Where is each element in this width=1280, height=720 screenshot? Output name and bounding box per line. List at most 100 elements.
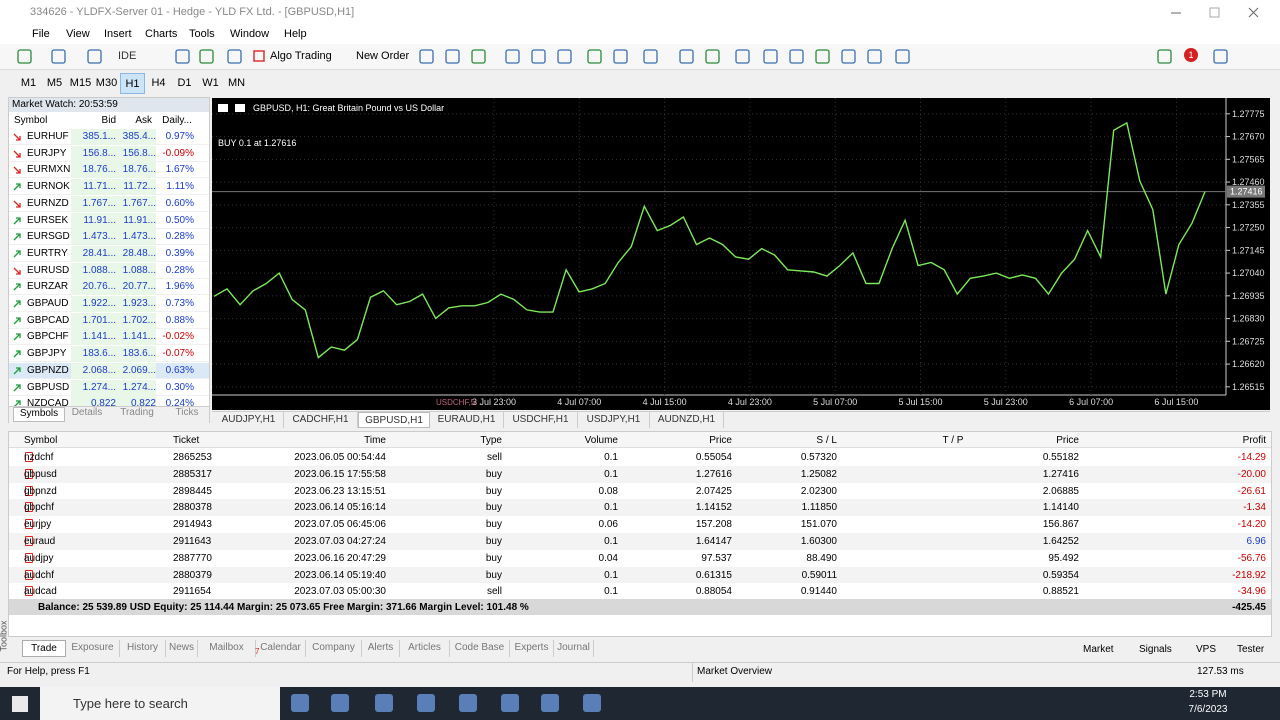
trade-row[interactable] xyxy=(9,549,1271,567)
timeframe-button[interactable]: MN xyxy=(227,77,246,89)
panel-tab[interactable]: Details xyxy=(71,407,103,418)
ask: 1.923... xyxy=(116,296,156,312)
panel-tab[interactable]: Symbols xyxy=(13,407,65,422)
clock-time: 2:53 PM xyxy=(1189,689,1227,700)
status-bar xyxy=(0,662,1280,682)
trend-icon xyxy=(13,283,21,291)
column-header[interactable]: Ask xyxy=(135,115,152,126)
timeframe-button[interactable]: H1 xyxy=(120,73,145,94)
price-label: 1.27565 xyxy=(1232,154,1265,164)
daily-change: 0.97% xyxy=(165,131,194,142)
toolbox-right-tab[interactable]: Signals xyxy=(1139,644,1172,655)
trade-cell: 0.59354 xyxy=(1042,569,1079,581)
search-placeholder[interactable]: Type here to search xyxy=(73,696,188,711)
timeframe-button[interactable]: W1 xyxy=(202,77,219,89)
chart-tab[interactable]: GBPUSD,H1 xyxy=(358,412,430,428)
trade-cell: buy xyxy=(485,569,502,581)
toolbox-tab[interactable]: Calendar xyxy=(256,640,306,657)
trade-cell: sell xyxy=(486,586,502,598)
chart-header: GBPUSD, H1: Great Britain Pound vs US Do… xyxy=(253,103,444,113)
toolbox-tab[interactable]: History xyxy=(120,640,166,657)
toolbox-tab[interactable]: Journal xyxy=(554,640,594,657)
trade-cell: nzdchf xyxy=(24,452,54,463)
bid-label-box xyxy=(1227,185,1265,198)
chart-tab[interactable]: AUDNZD,H1 xyxy=(650,412,724,428)
trade-cell: 0.55182 xyxy=(1042,452,1079,463)
chart-tab[interactable]: CADCHF,H1 xyxy=(284,412,358,428)
toolbox-tab[interactable]: Articles xyxy=(400,640,450,657)
price-label: 1.26830 xyxy=(1232,314,1265,324)
column-header[interactable]: Daily... xyxy=(162,115,192,126)
column-header[interactable]: Symbol xyxy=(14,115,48,126)
timeframe-button[interactable]: M30 xyxy=(95,77,118,89)
trade-cell: 97.537 xyxy=(701,552,732,564)
search-box[interactable] xyxy=(40,687,280,720)
daily-change: 0.50% xyxy=(165,214,194,226)
trade-cell: 0.91440 xyxy=(800,586,837,598)
trade-row[interactable] xyxy=(9,499,1271,517)
toolbox-tab[interactable]: News xyxy=(166,640,198,657)
menu-item[interactable]: Help xyxy=(284,28,307,40)
chart-tab[interactable]: USDJPY,H1 xyxy=(578,412,650,428)
algo-trading-button[interactable]: Algo Trading xyxy=(270,50,332,62)
trend-icon xyxy=(13,183,21,191)
menu-item[interactable]: Charts xyxy=(145,28,178,40)
trade-cell: 0.04 xyxy=(598,552,618,564)
trade-cell: gbpchf xyxy=(24,502,55,514)
trade-row[interactable] xyxy=(9,465,1271,483)
trade-row[interactable] xyxy=(9,449,1271,466)
timeframe-button[interactable]: M5 xyxy=(46,77,63,89)
trade-cell: 0.08 xyxy=(598,485,618,497)
trade-cell: 0.61315 xyxy=(695,569,732,581)
trade-cell: buy xyxy=(485,536,502,547)
toolbox-tab[interactable]: Experts xyxy=(510,640,554,657)
trade-row[interactable] xyxy=(9,566,1271,584)
ask: 1.274... xyxy=(116,379,156,396)
toolbox-tab[interactable]: Mailbox xyxy=(198,640,256,657)
time-label: 4 Jul 23:00 xyxy=(728,397,772,407)
ide-button[interactable]: IDE xyxy=(118,50,137,62)
trade-row[interactable] xyxy=(9,516,1271,533)
panel-tab[interactable]: Trading xyxy=(120,407,154,418)
status-divider xyxy=(692,662,693,682)
trade-row[interactable] xyxy=(9,482,1271,500)
toolbox-tab[interactable]: Code Base xyxy=(450,640,510,657)
toolbox-tab[interactable]: Trade xyxy=(22,640,66,657)
trend-icon xyxy=(13,383,21,391)
toolbox-tab[interactable]: Company xyxy=(306,640,362,657)
ask: 18.76... xyxy=(116,162,156,179)
trade-cell: 1.14140 xyxy=(1042,502,1079,514)
daily-change: 0.60% xyxy=(165,197,194,209)
menu-item[interactable]: Insert xyxy=(104,28,132,40)
column-header: S / L xyxy=(816,435,837,446)
daily-change: 0.28% xyxy=(165,264,194,276)
toolbox-right-tab[interactable]: VPS xyxy=(1196,644,1217,655)
menu-item[interactable]: View xyxy=(66,28,90,40)
trade-row[interactable] xyxy=(9,533,1271,550)
timeframe-button[interactable]: D1 xyxy=(177,77,192,89)
chart-tab[interactable]: EURAUD,H1 xyxy=(430,412,504,428)
trend-icon xyxy=(13,367,21,375)
chart-tab[interactable]: USDCHF,H1 xyxy=(504,412,578,428)
toolbox-right-tab[interactable]: Market xyxy=(1083,644,1114,655)
trade-row[interactable] xyxy=(9,583,1271,601)
panel-tab[interactable]: Ticks xyxy=(175,407,199,418)
menu-item[interactable]: Window xyxy=(230,28,270,40)
toolbox-tab[interactable]: Alerts xyxy=(362,640,400,657)
chart-tab[interactable]: AUDJPY,H1 xyxy=(214,412,284,428)
ask: 1.473... xyxy=(116,229,156,246)
timeframe-button[interactable]: M15 xyxy=(69,77,92,89)
timeframe-button[interactable]: H4 xyxy=(151,77,166,89)
menu-item[interactable]: File xyxy=(32,28,50,40)
position-icon xyxy=(25,536,33,546)
toolbox-tab[interactable]: Exposure xyxy=(66,640,120,657)
ask: 20.77... xyxy=(116,279,156,296)
timeframe-button[interactable]: M1 xyxy=(20,77,37,89)
toolbox-right-tab[interactable]: Tester xyxy=(1237,644,1265,655)
bid-label: 1.27416 xyxy=(1230,187,1263,197)
menu-item[interactable]: Tools xyxy=(189,28,215,40)
trade-cell: 0.1 xyxy=(604,536,618,547)
column-header[interactable]: Bid xyxy=(101,115,116,126)
price-label: 1.27460 xyxy=(1232,177,1265,187)
new-order-button[interactable]: New Order xyxy=(356,50,410,62)
